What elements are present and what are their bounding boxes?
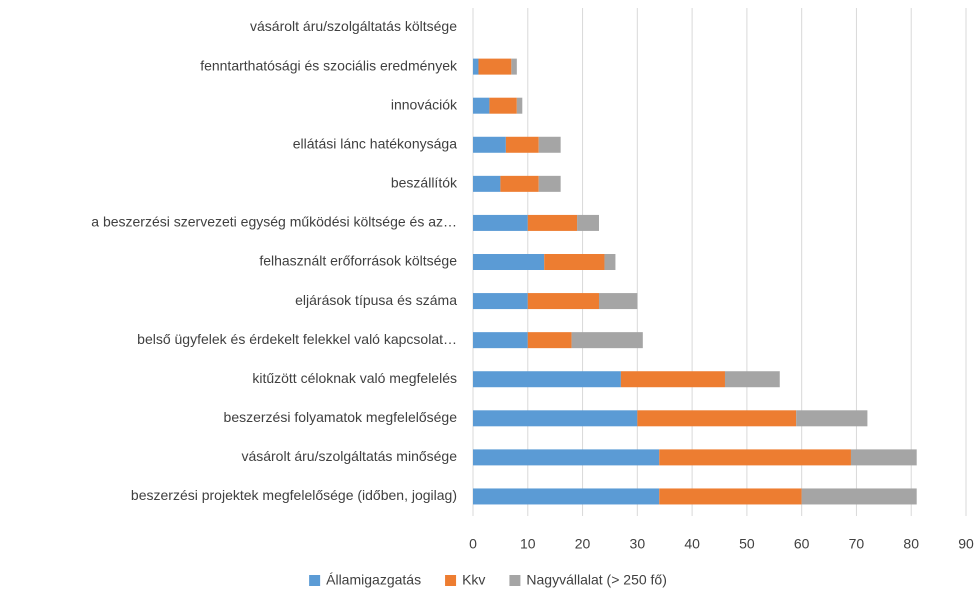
bar-segment	[500, 175, 539, 192]
x-tick-label: 40	[684, 536, 700, 552]
bar-segment	[473, 58, 479, 75]
x-tick-label: 70	[849, 536, 865, 552]
bar-segment	[598, 293, 638, 310]
y-tick-label: beszerzési projektek megfelelősége (időb…	[131, 487, 457, 503]
bar-segment	[473, 136, 506, 153]
y-tick-label: belső ügyfelek és érdekelt felekkel való…	[137, 331, 457, 347]
y-tick-label: kitűzött céloknak való megfelelés	[252, 370, 457, 386]
y-tick-label: fenntarthatósági és szociális eredmények	[200, 57, 458, 73]
bar-segment	[796, 410, 868, 427]
bar-segment	[516, 97, 523, 114]
bar-segment	[473, 371, 621, 388]
y-tick-label: felhasznált erőforrások költsége	[259, 253, 457, 269]
y-tick-label: vásárolt áru/szolgáltatás költsége	[250, 18, 457, 34]
bar-segment	[724, 371, 780, 388]
x-tick-label: 90	[958, 536, 974, 552]
bar-segment	[473, 254, 545, 270]
y-tick-label: a beszerzési szervezeti egység működési …	[91, 214, 457, 230]
x-tick-label: 30	[630, 536, 646, 552]
x-tick-label: 60	[794, 536, 810, 552]
x-tick-label: 0	[469, 536, 477, 552]
bar-segment	[473, 449, 660, 466]
x-tick-label: 20	[575, 536, 591, 552]
bar-segment	[511, 58, 517, 75]
x-tick-label: 10	[520, 536, 536, 552]
bar-segment	[659, 488, 802, 505]
y-tick-label: ellátási lánc hatékonysága	[293, 135, 457, 151]
bar-segment	[473, 488, 660, 505]
bar-segment	[850, 449, 917, 466]
bar-segment	[473, 410, 638, 427]
bar-segment	[473, 293, 528, 310]
bar-segment	[478, 58, 512, 75]
legend-label: Nagyvállalat (> 250 fő)	[526, 572, 666, 588]
y-tick-label: vásárolt áru/szolgáltatás minősége	[241, 448, 457, 464]
bar-segment	[489, 97, 517, 114]
bar-segment	[505, 136, 539, 153]
y-tick-label: innovációk	[391, 96, 458, 112]
bar-segment	[637, 410, 797, 427]
y-tick-label: beszállítók	[391, 175, 458, 191]
y-tick-label: beszerzési folyamatok megfelelősége	[224, 409, 458, 425]
bar-segment	[473, 97, 490, 114]
bar-segment	[577, 214, 599, 231]
y-tick-label: eljárások típusa és száma	[295, 292, 457, 308]
legend-swatch	[509, 575, 521, 586]
legend-swatch	[445, 575, 457, 586]
bar-segment	[527, 293, 599, 310]
bar-segment	[801, 488, 917, 505]
bar-segment	[659, 449, 851, 466]
bar-segment	[538, 136, 561, 153]
legend-swatch	[309, 575, 321, 586]
bar-segment	[620, 371, 725, 388]
bar-segment	[538, 175, 561, 192]
bar-segment	[473, 175, 501, 192]
bar-segment	[604, 254, 616, 270]
bar-segment	[473, 214, 528, 231]
bar-segment	[527, 214, 578, 231]
bar-segment	[571, 332, 643, 349]
x-tick-label: 80	[903, 536, 919, 552]
x-tick-label: 50	[739, 536, 755, 552]
bar-segment	[544, 254, 605, 270]
legend-label: Államigazgatás	[326, 572, 421, 588]
bar-segment	[527, 332, 572, 349]
legend-label: Kkv	[462, 572, 485, 588]
bar-segment	[473, 332, 528, 349]
